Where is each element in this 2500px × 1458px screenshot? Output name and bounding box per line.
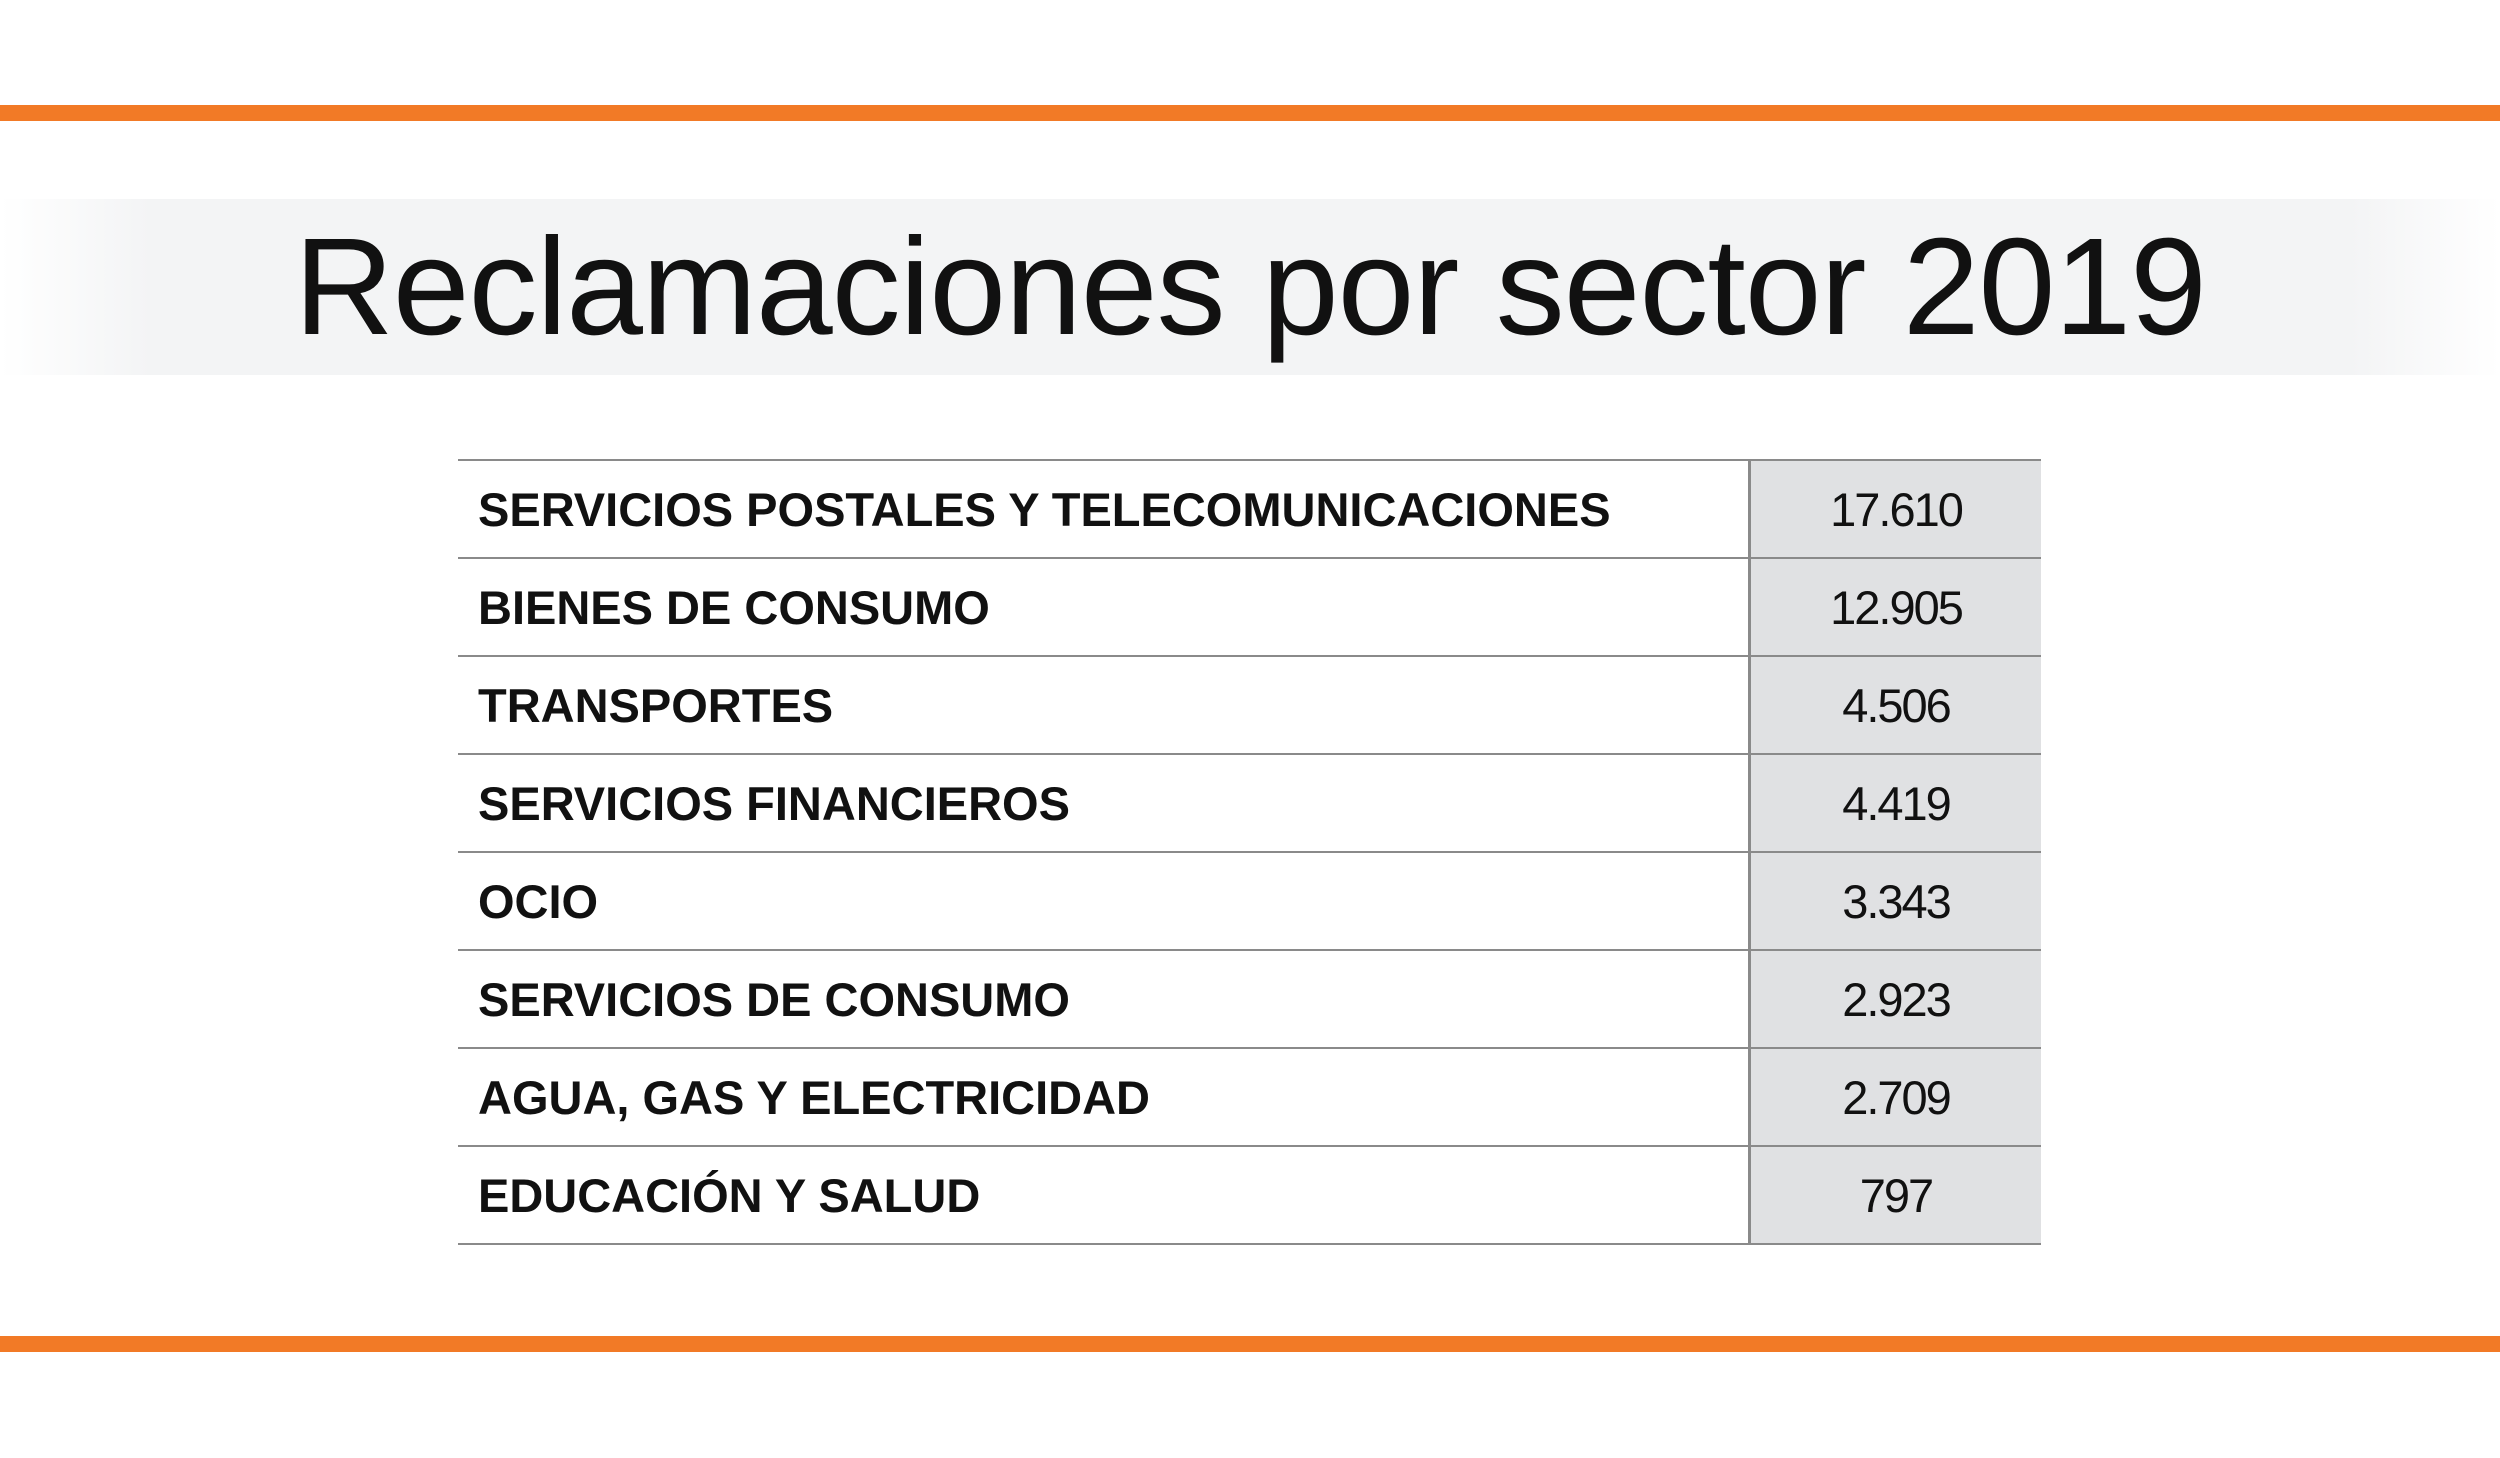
table-row: TRANSPORTES 4.506 — [458, 655, 2041, 755]
top-rule — [0, 105, 2500, 121]
table-row: EDUCACIÓN Y SALUD 797 — [458, 1145, 2041, 1245]
sector-label: EDUCACIÓN Y SALUD — [458, 1145, 1750, 1245]
table-row: AGUA, GAS Y ELECTRICIDAD 2.709 — [458, 1047, 2041, 1147]
claims-count: 2.709 — [1748, 1047, 2041, 1147]
claims-count: 17.610 — [1748, 459, 2041, 559]
table-row: OCIO 3.343 — [458, 851, 2041, 951]
sector-label: BIENES DE CONSUMO — [458, 557, 1750, 657]
claims-count: 12.905 — [1748, 557, 2041, 657]
table-row: SERVICIOS POSTALES Y TELECOMUNICACIONES 1… — [458, 459, 2041, 559]
table-row: SERVICIOS DE CONSUMO 2.923 — [458, 949, 2041, 1049]
sector-table: SERVICIOS POSTALES Y TELECOMUNICACIONES 1… — [458, 459, 2041, 1245]
bottom-rule — [0, 1336, 2500, 1352]
sector-label: OCIO — [458, 851, 1750, 951]
sector-label: AGUA, GAS Y ELECTRICIDAD — [458, 1047, 1750, 1147]
sector-label: TRANSPORTES — [458, 655, 1750, 755]
claims-count: 3.343 — [1748, 851, 2041, 951]
claims-count: 2.923 — [1748, 949, 2041, 1049]
sector-label: SERVICIOS DE CONSUMO — [458, 949, 1750, 1049]
claims-count: 4.506 — [1748, 655, 2041, 755]
claims-count: 4.419 — [1748, 753, 2041, 853]
sector-label: SERVICIOS POSTALES Y TELECOMUNICACIONES — [458, 459, 1750, 559]
table-row: SERVICIOS FINANCIEROS 4.419 — [458, 753, 2041, 853]
sector-label: SERVICIOS FINANCIEROS — [458, 753, 1750, 853]
table-body: SERVICIOS POSTALES Y TELECOMUNICACIONES 1… — [458, 459, 2041, 1245]
table-row: BIENES DE CONSUMO 12.905 — [458, 557, 2041, 657]
claims-count: 797 — [1748, 1145, 2041, 1245]
title: Reclamaciones por sector 2019 — [294, 210, 2207, 364]
title-band — [0, 199, 2500, 375]
